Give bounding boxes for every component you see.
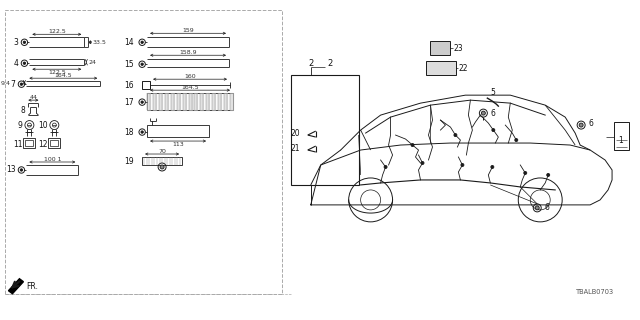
Bar [142, 81, 150, 89]
Text: 1: 1 [618, 136, 623, 145]
Text: 4: 4 [13, 59, 19, 68]
Text: 18: 18 [125, 128, 134, 137]
Text: 2: 2 [327, 59, 332, 68]
Text: 122.5: 122.5 [48, 29, 66, 34]
Text: 5: 5 [490, 88, 495, 97]
Bar [142, 157, 182, 165]
Text: 11: 11 [13, 140, 22, 148]
Text: 6: 6 [588, 119, 593, 128]
Circle shape [524, 172, 527, 174]
Polygon shape [165, 93, 168, 110]
Polygon shape [171, 93, 174, 110]
Bar [51, 140, 58, 146]
Text: 100 1: 100 1 [44, 156, 61, 162]
Circle shape [141, 131, 143, 133]
Circle shape [141, 41, 143, 44]
Polygon shape [206, 93, 209, 110]
Polygon shape [195, 93, 197, 110]
Text: 44: 44 [29, 95, 37, 100]
Circle shape [461, 164, 464, 166]
Text: 7: 7 [11, 80, 15, 89]
Polygon shape [147, 93, 150, 110]
Circle shape [547, 173, 550, 176]
Circle shape [515, 139, 518, 141]
Text: 122.5: 122.5 [48, 70, 66, 75]
Polygon shape [189, 93, 191, 110]
Polygon shape [218, 93, 221, 110]
Circle shape [579, 123, 583, 127]
Text: 160: 160 [184, 74, 196, 79]
Text: 21: 21 [291, 144, 300, 153]
Text: 10: 10 [38, 121, 47, 130]
Text: 13: 13 [6, 165, 15, 174]
Bar [6, 10, 282, 294]
Text: 12: 12 [38, 140, 47, 148]
Polygon shape [8, 279, 24, 294]
Text: 159: 159 [182, 28, 194, 33]
Circle shape [481, 111, 485, 115]
Polygon shape [230, 93, 233, 110]
Text: 33.5: 33.5 [92, 40, 106, 45]
Circle shape [160, 165, 164, 169]
Polygon shape [159, 93, 162, 110]
Text: 15: 15 [125, 60, 134, 69]
Circle shape [492, 129, 495, 132]
Polygon shape [182, 93, 186, 110]
Text: 6: 6 [490, 108, 495, 118]
Polygon shape [224, 93, 227, 110]
Circle shape [384, 165, 387, 169]
Text: 9.4: 9.4 [1, 81, 10, 86]
Bar [147, 93, 233, 110]
Bar [24, 138, 35, 148]
Bar [431, 41, 451, 55]
Text: 3: 3 [13, 38, 19, 47]
Bar [291, 75, 358, 185]
Circle shape [141, 101, 143, 103]
Circle shape [20, 169, 22, 171]
Text: 9: 9 [17, 121, 22, 130]
Circle shape [23, 41, 26, 44]
Bar [426, 61, 456, 75]
Polygon shape [153, 93, 156, 110]
Polygon shape [177, 93, 180, 110]
Circle shape [20, 83, 22, 85]
Circle shape [23, 62, 26, 64]
Text: 14: 14 [125, 38, 134, 47]
Polygon shape [212, 93, 215, 110]
Text: FR.: FR. [26, 282, 38, 291]
Polygon shape [200, 93, 204, 110]
Text: 70: 70 [158, 148, 166, 154]
Circle shape [421, 162, 424, 164]
Text: 2: 2 [308, 59, 314, 68]
Circle shape [535, 206, 540, 210]
Text: 8: 8 [20, 106, 26, 115]
Text: 164.5: 164.5 [54, 73, 72, 78]
Bar [26, 140, 33, 146]
Text: 158.9: 158.9 [179, 50, 197, 55]
Bar [614, 122, 629, 150]
Text: 6: 6 [544, 204, 549, 212]
Bar [49, 138, 60, 148]
Text: TBALB0703: TBALB0703 [576, 289, 614, 295]
Text: 113: 113 [172, 141, 184, 147]
Circle shape [411, 144, 414, 147]
Bar [147, 125, 209, 137]
Circle shape [454, 133, 457, 137]
Text: 17: 17 [125, 98, 134, 107]
Text: 164.5: 164.5 [181, 85, 199, 90]
Circle shape [141, 63, 143, 65]
Text: 20: 20 [290, 129, 300, 138]
Circle shape [491, 165, 494, 169]
Text: 22: 22 [458, 64, 468, 73]
Text: 19: 19 [125, 157, 134, 166]
Text: 23: 23 [453, 44, 463, 53]
Text: 24: 24 [88, 60, 96, 65]
Text: 16: 16 [125, 81, 134, 90]
